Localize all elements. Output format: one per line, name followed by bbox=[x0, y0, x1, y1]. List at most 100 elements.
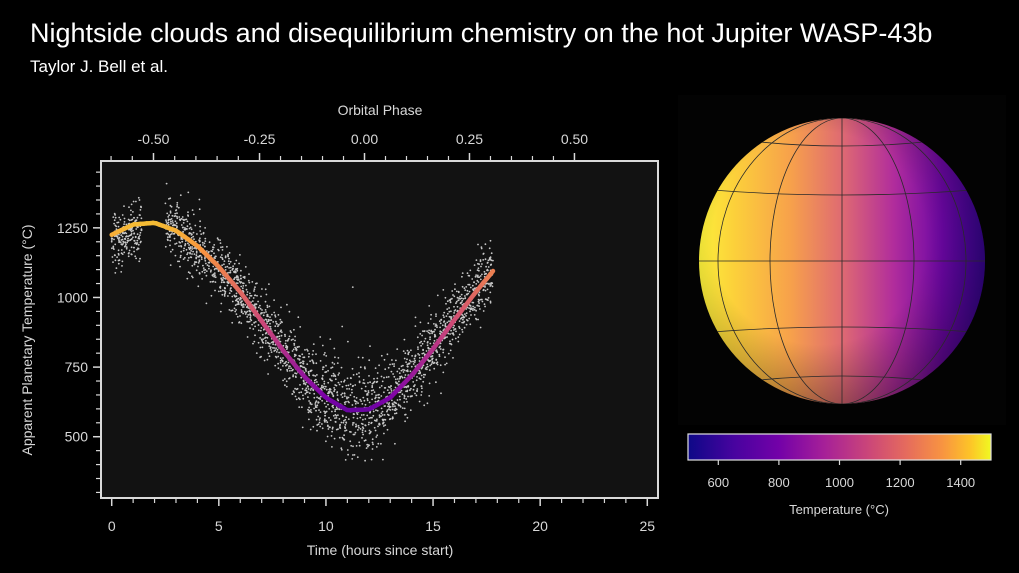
data-point bbox=[310, 370, 312, 372]
data-point bbox=[351, 424, 354, 426]
data-point bbox=[362, 433, 364, 436]
data-point bbox=[409, 409, 412, 412]
data-point bbox=[428, 369, 431, 371]
data-point bbox=[130, 234, 133, 236]
data-point bbox=[277, 325, 279, 328]
data-point bbox=[253, 340, 256, 343]
data-point bbox=[299, 384, 301, 386]
data-point bbox=[391, 359, 393, 361]
data-point bbox=[321, 344, 324, 347]
data-point bbox=[114, 254, 116, 257]
data-point bbox=[420, 394, 423, 396]
data-point bbox=[177, 206, 180, 209]
data-point bbox=[449, 316, 452, 318]
data-point bbox=[457, 299, 460, 302]
data-point bbox=[234, 271, 237, 274]
data-point bbox=[403, 401, 406, 403]
data-point bbox=[308, 392, 311, 394]
data-point bbox=[433, 323, 435, 325]
data-point bbox=[430, 330, 432, 333]
data-point bbox=[401, 393, 404, 396]
data-point bbox=[247, 279, 250, 282]
data-point bbox=[430, 363, 433, 366]
data-point bbox=[293, 344, 296, 346]
data-point bbox=[406, 349, 409, 352]
data-point bbox=[418, 400, 421, 403]
data-point bbox=[416, 376, 418, 378]
data-point bbox=[210, 294, 213, 297]
data-point bbox=[191, 248, 194, 250]
data-point bbox=[417, 353, 419, 355]
data-point bbox=[165, 182, 168, 185]
data-point bbox=[362, 414, 365, 416]
top-tick-label: -0.25 bbox=[244, 131, 276, 147]
data-point bbox=[245, 288, 248, 291]
data-point bbox=[448, 320, 450, 323]
data-point bbox=[381, 414, 384, 416]
data-point bbox=[269, 319, 271, 321]
data-point bbox=[255, 352, 258, 354]
data-point bbox=[135, 219, 138, 222]
data-point bbox=[380, 395, 383, 397]
data-point bbox=[197, 262, 200, 264]
data-point bbox=[221, 293, 224, 296]
data-point bbox=[189, 226, 192, 229]
data-point bbox=[314, 401, 317, 404]
data-point bbox=[442, 289, 445, 291]
data-point bbox=[331, 427, 334, 430]
data-point bbox=[217, 249, 220, 252]
data-point bbox=[404, 420, 406, 423]
data-point bbox=[139, 231, 142, 234]
data-point bbox=[319, 417, 321, 419]
data-point bbox=[392, 373, 394, 375]
data-point bbox=[139, 234, 141, 237]
data-point bbox=[114, 243, 117, 246]
data-point bbox=[135, 228, 138, 230]
data-point bbox=[394, 378, 397, 381]
data-point bbox=[414, 384, 416, 386]
data-point bbox=[351, 458, 354, 460]
data-point bbox=[306, 350, 309, 352]
data-point bbox=[213, 272, 216, 274]
data-point bbox=[270, 341, 273, 344]
data-point bbox=[114, 259, 117, 262]
data-point bbox=[362, 379, 365, 381]
data-point bbox=[412, 388, 415, 391]
data-point bbox=[492, 259, 494, 262]
data-point bbox=[362, 418, 364, 421]
data-point bbox=[421, 387, 423, 390]
data-point bbox=[169, 210, 172, 213]
data-point bbox=[400, 389, 403, 392]
data-point bbox=[289, 330, 292, 332]
data-point bbox=[197, 265, 199, 268]
data-point bbox=[268, 305, 271, 308]
data-point bbox=[202, 267, 205, 269]
data-point bbox=[484, 285, 486, 287]
data-point bbox=[279, 368, 282, 371]
data-point bbox=[485, 265, 487, 268]
data-point bbox=[435, 349, 438, 351]
data-point bbox=[264, 337, 266, 339]
data-point bbox=[238, 321, 241, 323]
data-point bbox=[200, 233, 203, 236]
data-point bbox=[427, 331, 430, 334]
data-point bbox=[329, 388, 332, 391]
data-point bbox=[193, 247, 196, 250]
data-point bbox=[174, 254, 177, 257]
data-point bbox=[254, 286, 256, 288]
data-point bbox=[214, 289, 216, 292]
data-point bbox=[482, 252, 485, 255]
data-point bbox=[458, 327, 461, 329]
data-point bbox=[391, 408, 394, 411]
data-point bbox=[484, 305, 486, 308]
data-point bbox=[376, 409, 379, 412]
data-point bbox=[254, 325, 256, 328]
data-point bbox=[322, 366, 324, 369]
data-point bbox=[489, 256, 492, 259]
x-axis-label: Time (hours since start) bbox=[307, 542, 454, 558]
data-point bbox=[311, 359, 313, 361]
data-point bbox=[342, 421, 345, 424]
data-point bbox=[347, 340, 349, 343]
data-point bbox=[385, 376, 388, 379]
data-point bbox=[284, 384, 286, 387]
